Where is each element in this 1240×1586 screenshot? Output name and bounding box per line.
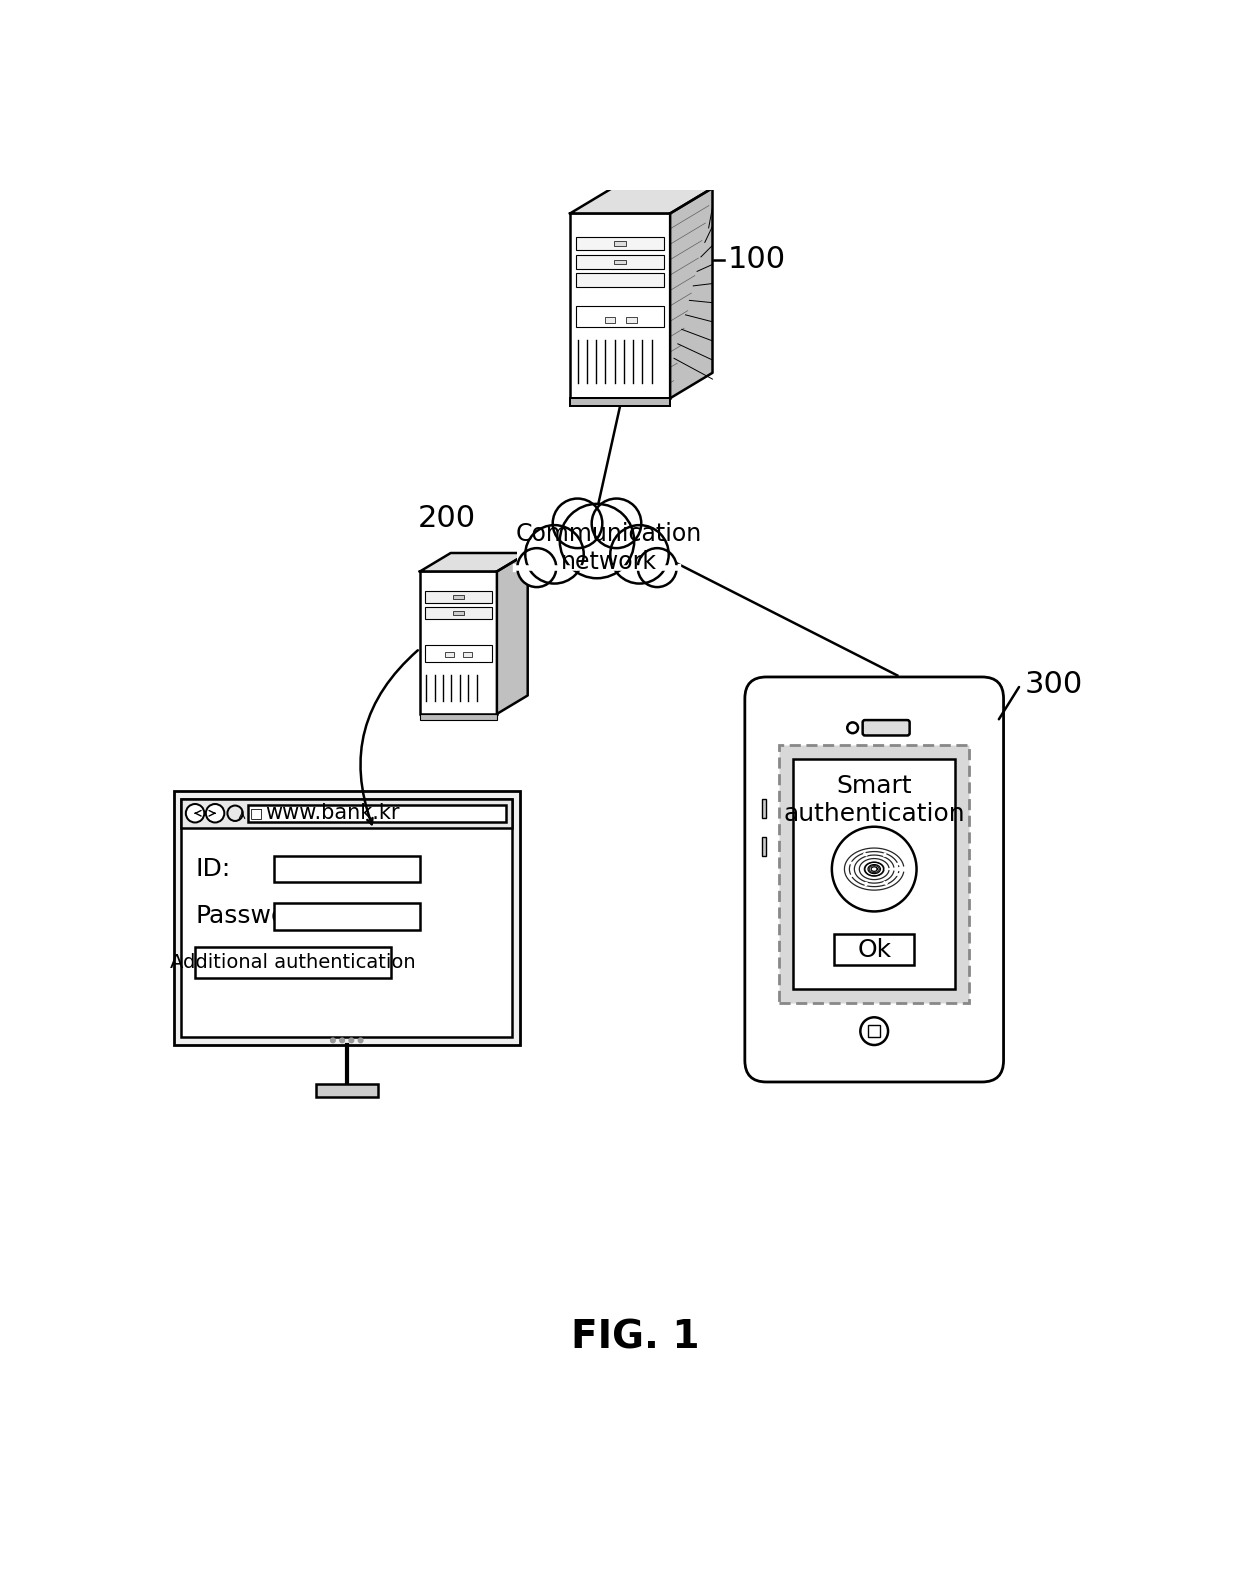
FancyBboxPatch shape	[868, 1025, 880, 1037]
Circle shape	[847, 722, 858, 733]
Polygon shape	[420, 554, 528, 571]
Text: 200: 200	[418, 504, 476, 533]
FancyBboxPatch shape	[316, 1083, 377, 1098]
FancyBboxPatch shape	[614, 260, 626, 265]
Circle shape	[610, 525, 668, 584]
FancyBboxPatch shape	[605, 317, 615, 324]
FancyBboxPatch shape	[570, 398, 670, 406]
Polygon shape	[497, 554, 528, 714]
FancyBboxPatch shape	[274, 904, 420, 929]
Circle shape	[331, 1039, 335, 1042]
FancyBboxPatch shape	[577, 255, 663, 270]
Circle shape	[591, 498, 641, 549]
FancyBboxPatch shape	[425, 607, 491, 619]
Text: 100: 100	[728, 246, 786, 274]
FancyBboxPatch shape	[248, 804, 506, 822]
Circle shape	[517, 549, 557, 587]
FancyBboxPatch shape	[453, 611, 464, 615]
Circle shape	[559, 504, 634, 579]
FancyBboxPatch shape	[761, 837, 766, 856]
Text: □: □	[249, 806, 263, 820]
Circle shape	[526, 525, 584, 584]
FancyBboxPatch shape	[181, 799, 512, 828]
Circle shape	[832, 826, 916, 912]
Text: ID:: ID:	[195, 856, 231, 880]
Text: www.bank.kr: www.bank.kr	[265, 803, 399, 823]
Text: Password:: Password:	[195, 904, 320, 928]
Text: Ok: Ok	[857, 937, 892, 961]
FancyBboxPatch shape	[444, 652, 454, 657]
FancyBboxPatch shape	[570, 214, 670, 398]
FancyBboxPatch shape	[577, 273, 663, 287]
Circle shape	[350, 1039, 353, 1042]
Polygon shape	[570, 189, 713, 214]
FancyBboxPatch shape	[863, 720, 910, 736]
FancyBboxPatch shape	[181, 799, 512, 1037]
FancyBboxPatch shape	[780, 745, 968, 1002]
FancyBboxPatch shape	[577, 306, 663, 327]
FancyBboxPatch shape	[835, 934, 914, 964]
FancyBboxPatch shape	[626, 317, 637, 324]
Circle shape	[186, 804, 205, 823]
FancyBboxPatch shape	[274, 855, 420, 882]
Text: Smart
authentication: Smart authentication	[784, 774, 965, 826]
FancyBboxPatch shape	[761, 799, 766, 818]
Circle shape	[637, 549, 677, 587]
Circle shape	[553, 498, 603, 549]
FancyBboxPatch shape	[794, 758, 955, 988]
FancyBboxPatch shape	[463, 652, 472, 657]
FancyBboxPatch shape	[195, 947, 392, 979]
FancyBboxPatch shape	[174, 791, 520, 1045]
FancyBboxPatch shape	[425, 590, 491, 603]
FancyBboxPatch shape	[577, 236, 663, 251]
Text: 300: 300	[1024, 671, 1083, 699]
FancyBboxPatch shape	[745, 677, 1003, 1082]
Circle shape	[358, 1039, 363, 1042]
Polygon shape	[670, 189, 713, 398]
FancyBboxPatch shape	[420, 714, 497, 720]
Circle shape	[206, 804, 224, 823]
Circle shape	[340, 1039, 345, 1042]
Text: Communication
network: Communication network	[516, 522, 702, 574]
FancyBboxPatch shape	[517, 519, 677, 571]
FancyBboxPatch shape	[420, 571, 497, 714]
FancyBboxPatch shape	[614, 241, 626, 246]
FancyBboxPatch shape	[453, 595, 464, 600]
Text: Additional authentication: Additional authentication	[170, 953, 417, 972]
Circle shape	[861, 1017, 888, 1045]
Text: FIG. 1: FIG. 1	[572, 1318, 699, 1356]
FancyBboxPatch shape	[425, 644, 491, 661]
